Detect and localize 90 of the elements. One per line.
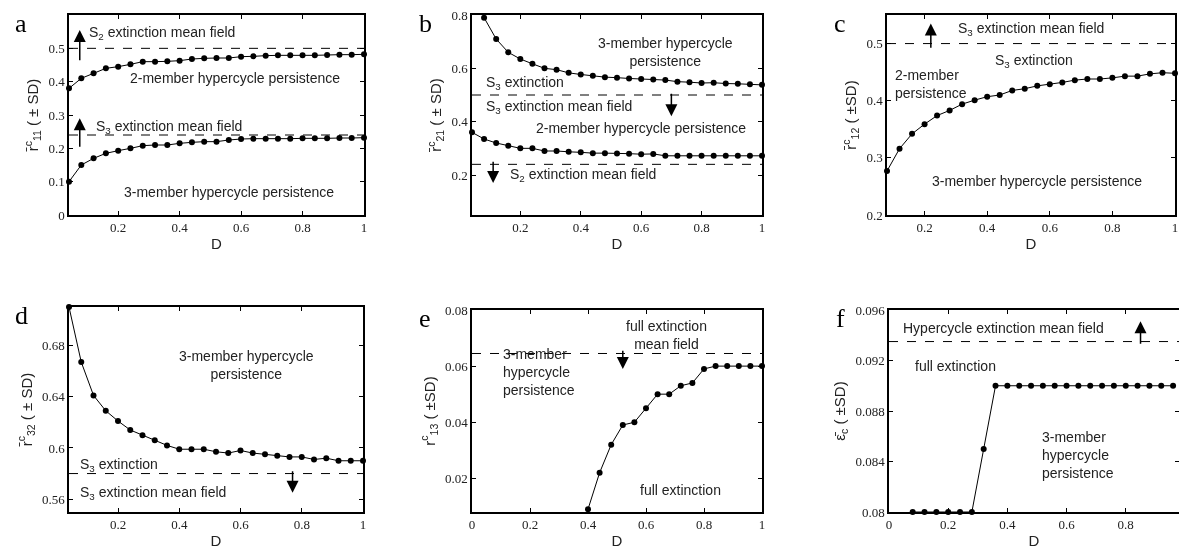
- chart-title: a: [15, 9, 27, 38]
- y-tick-label: 0.5: [48, 40, 65, 56]
- y-tick-label: 0.06: [444, 358, 469, 374]
- x-tick-label: 0.4: [979, 220, 996, 236]
- x-tick-label: 0.6: [637, 517, 655, 533]
- annotation: 2-member hypercycle persistence: [536, 120, 747, 136]
- y-tick-label: 0.08: [444, 302, 468, 318]
- y-tick-label: 0.56: [41, 491, 66, 507]
- annotation: full extinction: [640, 482, 721, 498]
- annotation: S$_{3}$ extinction mean field: [486, 98, 633, 116]
- x-tick-label: 0.4: [171, 517, 188, 533]
- x-tick-label: 0.2: [916, 220, 933, 236]
- x-tick-label: 0.4: [572, 220, 590, 236]
- annotation: 3-member hypercycle persistence: [124, 184, 335, 200]
- x-tick-label: 0.8: [1117, 517, 1134, 533]
- chart-title: d: [15, 301, 28, 330]
- x-tick-label: 0.2: [109, 517, 127, 533]
- annotation: full extinction: [915, 358, 996, 374]
- x-tick-label: 0.6: [1058, 517, 1076, 533]
- x-tick-label: 0.6: [232, 517, 250, 533]
- annotation: S$_{3}$ extinction: [80, 456, 158, 474]
- annotation: 2-member persistence: [895, 67, 967, 102]
- x-tick-label: 1: [1171, 220, 1179, 236]
- x-tick-label: 0.6: [232, 220, 250, 236]
- annotation: 2-member hypercycle persistence: [130, 70, 341, 86]
- y-tick-label: 0.6: [48, 440, 66, 456]
- y-tick-label: 0.64: [41, 389, 66, 405]
- annotation: Hypercycle extinction mean field: [903, 320, 1104, 336]
- y-tick-label: 0.4: [48, 74, 66, 90]
- x-tick-label: 0.8: [695, 517, 713, 533]
- x-tick-label: 0.2: [940, 517, 957, 533]
- x-axis-title: D: [611, 531, 623, 549]
- annotation: 3-member hypercycle persistence: [503, 346, 575, 399]
- annotation: S$_{3}$ extinction mean field: [80, 484, 227, 502]
- y-tick-label: 0.084: [855, 454, 886, 470]
- y-tick-label: 0.3: [48, 107, 65, 123]
- x-tick-label: 0.4: [171, 220, 189, 236]
- y-tick-label: 0.6: [451, 60, 469, 76]
- x-axis-title: D: [210, 531, 222, 549]
- annotation: S$_{3}$ extinction mean field: [958, 20, 1105, 38]
- x-tick-label: 1: [359, 517, 367, 533]
- y-tick-label: 0.2: [866, 207, 883, 223]
- chart-title: b: [419, 9, 432, 38]
- x-tick-label: 0.8: [1104, 220, 1121, 236]
- y-tick-label: 0.088: [855, 403, 885, 419]
- chart-title: c: [834, 9, 846, 38]
- y-tick-label: 0.04: [444, 414, 469, 430]
- x-tick-label: 0.4: [999, 517, 1016, 533]
- annotation: 3-member hypercycle persistence: [598, 35, 733, 70]
- chart-title: e: [419, 304, 431, 333]
- x-tick-label: 0.8: [294, 220, 311, 236]
- x-tick-label: 0.2: [521, 517, 539, 533]
- y-tick-label: 0.8: [451, 7, 468, 23]
- x-tick-label: 0.8: [293, 517, 310, 533]
- y-tick-label: 0.4: [451, 114, 469, 130]
- chart-title: f: [836, 304, 845, 333]
- y-tick-label: 0.3: [866, 150, 883, 166]
- y-tick-label: 0.2: [451, 167, 468, 183]
- x-axis-title: D: [1028, 531, 1040, 549]
- annotation: 3-member hypercycle persistence: [179, 348, 314, 383]
- y-tick-label: 0.2: [48, 140, 65, 156]
- y-tick-label: 0.096: [855, 302, 886, 318]
- x-axis-title: D: [611, 234, 623, 252]
- x-tick-label: 0.8: [693, 220, 710, 236]
- y-tick-label: 0.02: [444, 470, 468, 486]
- x-tick-label: 1: [360, 220, 368, 236]
- y-tick-label: 0.68: [41, 337, 65, 353]
- x-axis-title: D: [1025, 234, 1037, 252]
- annotation: S$_{2}$ extinction mean field: [89, 24, 236, 42]
- annotation: S$_{3}$ extinction: [486, 74, 564, 92]
- y-tick-label: 0.1: [48, 174, 65, 190]
- x-tick-label: 0.4: [579, 517, 597, 533]
- annotation: 3-member hypercycle persistence: [932, 173, 1143, 189]
- x-tick-label: 1: [758, 220, 766, 236]
- annotation: S$_{3}$ extinction mean field: [96, 118, 243, 136]
- x-tick-label: 0.6: [633, 220, 650, 236]
- y-tick-label: 0.08: [861, 504, 885, 520]
- annotation: S$_{3}$ extinction: [995, 52, 1073, 70]
- x-tick-label: 1: [758, 517, 766, 533]
- y-tick-label: 0.5: [866, 36, 883, 52]
- x-tick-label: 0.2: [512, 220, 529, 236]
- y-tick-label: 0: [58, 207, 65, 223]
- y-tick-label: 0.4: [866, 93, 884, 109]
- y-tick-label: 0.092: [855, 353, 885, 369]
- x-tick-label: 0.2: [110, 220, 127, 236]
- annotation: S$_{2}$ extinction mean field: [510, 166, 657, 184]
- annotation: 3-member hypercycle persistence: [1042, 429, 1114, 482]
- x-tick-label: 0.6: [1041, 220, 1059, 236]
- annotation: full extinction mean field: [626, 318, 707, 353]
- x-axis-title: D: [211, 234, 223, 252]
